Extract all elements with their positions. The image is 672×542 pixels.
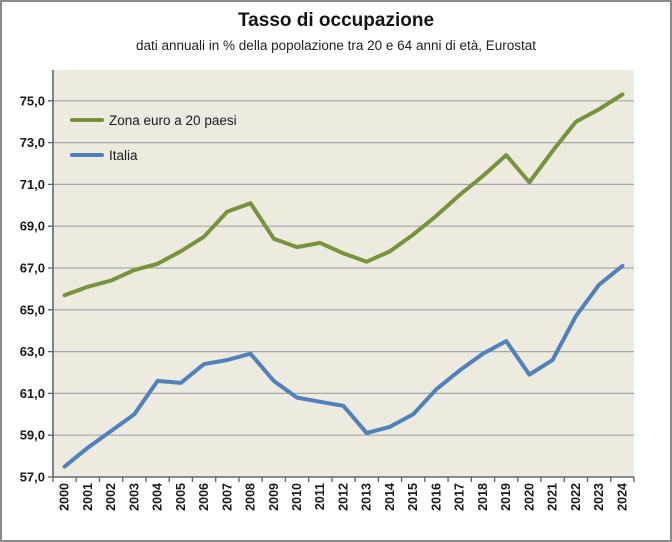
x-axis-label: 2001 — [81, 483, 95, 511]
x-axis-label: 2020 — [522, 483, 536, 511]
legend-swatch-italia-line — [70, 153, 104, 157]
x-axis-label: 2022 — [569, 483, 583, 511]
y-axis-label: 59,0 — [20, 428, 45, 443]
x-axis-label: 2002 — [104, 483, 118, 511]
x-axis-label: 2015 — [406, 483, 420, 511]
x-axis-label: 2023 — [592, 483, 606, 511]
x-axis-label: 2004 — [151, 483, 165, 511]
x-axis-label: 2007 — [220, 483, 234, 511]
x-axis-label: 2011 — [313, 483, 327, 510]
y-axis-label: 57,0 — [20, 470, 45, 485]
y-axis-label: 69,0 — [20, 219, 45, 234]
x-axis-label: 2024 — [615, 483, 629, 511]
x-axis-label: 2014 — [383, 483, 397, 511]
y-axis-label: 63,0 — [20, 344, 45, 359]
y-axis-label: 75,0 — [20, 93, 45, 108]
x-axis-label: 2017 — [453, 483, 467, 511]
legend-swatch-zona-euro-line — [70, 118, 104, 122]
x-axis-label: 2009 — [267, 483, 281, 511]
legend-label-italia: Italia — [109, 147, 138, 163]
x-axis-label: 2006 — [197, 483, 211, 511]
y-axis-label: 61,0 — [20, 386, 45, 401]
y-axis-label: 73,0 — [20, 135, 45, 150]
x-axis-label: 2000 — [58, 483, 72, 511]
x-axis-label: 2010 — [290, 483, 304, 511]
x-axis-label: 2008 — [244, 483, 258, 511]
legend-label-zona-euro: Zona euro a 20 paesi — [109, 112, 237, 128]
series-line-italia — [62, 263, 625, 469]
legend-item-italia: Italia — [70, 145, 237, 165]
x-axis-label: 2021 — [546, 483, 560, 511]
series-line-zona-euro — [62, 92, 625, 298]
y-axis-label: 71,0 — [20, 177, 45, 192]
x-axis-label: 2013 — [360, 483, 374, 511]
legend-item-zona-euro: Zona euro a 20 paesi — [70, 110, 237, 130]
y-axis-label: 65,0 — [20, 302, 45, 317]
x-axis-label: 2018 — [476, 483, 490, 511]
x-axis-label: 2019 — [499, 483, 513, 511]
chart-title: Tasso di occupazione — [237, 10, 435, 31]
chart-legend: Zona euro a 20 paesi Italia — [70, 110, 237, 180]
chart-subtitle: dati annuali in % della popolazione tra … — [135, 38, 537, 53]
x-axis-label: 2005 — [174, 483, 188, 511]
x-axis-label: 2012 — [336, 483, 350, 511]
plot-area-background — [53, 70, 634, 477]
x-axis-label: 2016 — [429, 483, 443, 511]
y-axis-label: 67,0 — [20, 261, 45, 276]
x-axis-label: 2003 — [127, 483, 141, 511]
